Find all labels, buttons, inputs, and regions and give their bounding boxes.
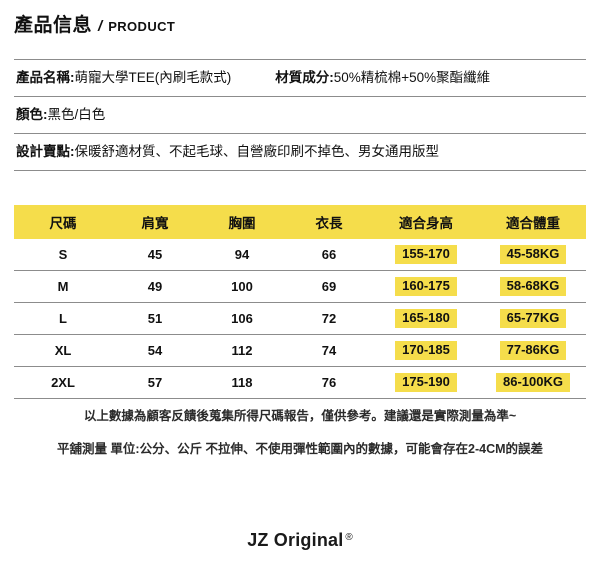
size-chart-table: 尺碼 肩寬 胸圍 衣長 適合身高 適合體重 S 45 94 66 155-170… — [14, 205, 586, 399]
cell-chest: 106 — [231, 311, 253, 326]
cell-shoulder: 57 — [147, 375, 163, 390]
info-value-material: 50%精梳棉+50%聚酯纖維 — [333, 69, 491, 85]
info-value-design-points: 保暖舒適材質、不起毛球、自營廠印刷不掉色、男女通用版型 — [74, 143, 440, 159]
column-header-weight: 適合體重 — [480, 205, 586, 239]
cell-height: 155-170 — [372, 239, 480, 271]
cell-weight-highlight: 86-100KG — [496, 372, 570, 393]
cell-weight-highlight: 77-86KG — [499, 340, 567, 361]
size-chart-body: S 45 94 66 155-170 45-58KG M 49 100 69 1… — [14, 239, 586, 399]
cell-weight: 86-100KG — [480, 367, 586, 399]
info-row-color: 顏色: 黑色/白色 — [14, 97, 586, 133]
cell-size: XL — [54, 343, 72, 358]
info-cell-color: 顏色: 黑色/白色 — [16, 106, 105, 125]
divider — [14, 170, 586, 171]
cell-size: 2XL — [51, 375, 75, 390]
cell-shoulder: 51 — [147, 311, 163, 326]
cell-weight-highlight: 58-68KG — [499, 276, 567, 297]
table-row: L 51 106 72 165-180 65-77KG — [14, 303, 586, 335]
page-title-cn: 產品信息 — [14, 15, 93, 36]
info-cell-design-points: 設計賣點: 保暖舒適材質、不起毛球、自營廠印刷不掉色、男女通用版型 — [16, 143, 439, 162]
cell-height: 160-175 — [372, 271, 480, 303]
cell-weight-highlight: 65-77KG — [499, 308, 567, 329]
cell-weight: 65-77KG — [480, 303, 586, 335]
cell-size: S — [58, 247, 68, 262]
info-value-color: 黑色/白色 — [47, 106, 106, 122]
cell-height: 175-190 — [372, 367, 480, 399]
cell-length: 76 — [321, 375, 337, 390]
info-cell-product-name: 產品名稱: 萌寵大學TEE(內刷毛款式) — [16, 69, 231, 88]
info-row-name-material: 產品名稱: 萌寵大學TEE(內刷毛款式) 材質成分: 50%精梳棉+50%聚酯纖… — [14, 60, 586, 96]
cell-weight-highlight: 45-58KG — [499, 244, 567, 265]
cell-length: 66 — [321, 247, 337, 262]
table-row: M 49 100 69 160-175 58-68KG — [14, 271, 586, 303]
registered-trademark-icon: ® — [345, 531, 353, 543]
note-line-2: 平舖測量 單位:公分、公斤 不拉伸、不使用彈性範圍內的數據，可能會存在2-4CM… — [56, 441, 544, 456]
size-chart-header: 尺碼 肩寬 胸圍 衣長 適合身高 適合體重 — [14, 205, 586, 239]
column-header-height: 適合身高 — [372, 205, 480, 239]
cell-shoulder: 49 — [147, 279, 163, 294]
cell-weight: 58-68KG — [480, 271, 586, 303]
cell-size: M — [57, 279, 69, 294]
divider — [14, 96, 586, 97]
info-row-design-points: 設計賣點: 保暖舒適材質、不起毛球、自營廠印刷不掉色、男女通用版型 — [14, 134, 586, 170]
column-header-chest: 胸圍 — [198, 205, 286, 239]
column-header-length: 衣長 — [286, 205, 372, 239]
page-title: 產品信息 / PRODUCT — [14, 10, 175, 37]
cell-chest: 112 — [231, 343, 253, 358]
cell-chest: 118 — [231, 375, 253, 390]
brand-name: JZ Original — [247, 530, 344, 550]
table-row: XL 54 112 74 170-185 77-86KG — [14, 335, 586, 367]
title-separator-icon: / — [98, 18, 103, 35]
info-label-design-points: 設計賣點: — [16, 143, 75, 159]
info-value-product-name: 萌寵大學TEE(內刷毛款式) — [74, 69, 232, 85]
cell-size: L — [59, 311, 67, 326]
cell-length: 74 — [321, 343, 337, 358]
cell-shoulder: 45 — [147, 247, 163, 262]
page-title-en: PRODUCT — [108, 19, 176, 34]
cell-height-highlight: 175-190 — [395, 372, 457, 393]
brand-footer: JZ Original ® — [0, 530, 600, 551]
cell-height-highlight: 170-185 — [395, 340, 457, 361]
info-label-product-name: 產品名稱: — [16, 69, 75, 85]
cell-height-highlight: 155-170 — [395, 244, 457, 265]
cell-weight: 45-58KG — [480, 239, 586, 271]
table-header-row: 尺碼 肩寬 胸圍 衣長 適合身高 適合體重 — [14, 205, 586, 239]
cell-chest: 94 — [234, 247, 250, 262]
measurement-notes: 以上數據為顧客反饋後蒐集所得尺碼報告，僅供參考。建議還是實際測量為準~ 平舖測量… — [0, 410, 600, 475]
column-header-shoulder: 肩寬 — [112, 205, 198, 239]
cell-shoulder: 54 — [147, 343, 163, 358]
cell-height-highlight: 160-175 — [395, 276, 457, 297]
divider — [14, 59, 586, 60]
column-header-size: 尺碼 — [14, 205, 112, 239]
cell-height: 165-180 — [372, 303, 480, 335]
info-cell-material: 材質成分: 50%精梳棉+50%聚酯纖維 — [275, 69, 490, 88]
note-line-1: 以上數據為顧客反饋後蒐集所得尺碼報告，僅供參考。建議還是實際測量為準~ — [83, 409, 517, 423]
cell-chest: 100 — [231, 279, 253, 294]
cell-length: 69 — [321, 279, 337, 294]
cell-length: 72 — [321, 311, 337, 326]
table-row: S 45 94 66 155-170 45-58KG — [14, 239, 586, 271]
cell-height: 170-185 — [372, 335, 480, 367]
cell-weight: 77-86KG — [480, 335, 586, 367]
divider — [14, 133, 586, 134]
info-label-material: 材質成分: — [275, 69, 334, 85]
info-label-color: 顏色: — [16, 106, 48, 122]
cell-height-highlight: 165-180 — [395, 308, 457, 329]
table-row: 2XL 57 118 76 175-190 86-100KG — [14, 367, 586, 399]
product-info-list: 產品名稱: 萌寵大學TEE(內刷毛款式) 材質成分: 50%精梳棉+50%聚酯纖… — [14, 59, 586, 171]
